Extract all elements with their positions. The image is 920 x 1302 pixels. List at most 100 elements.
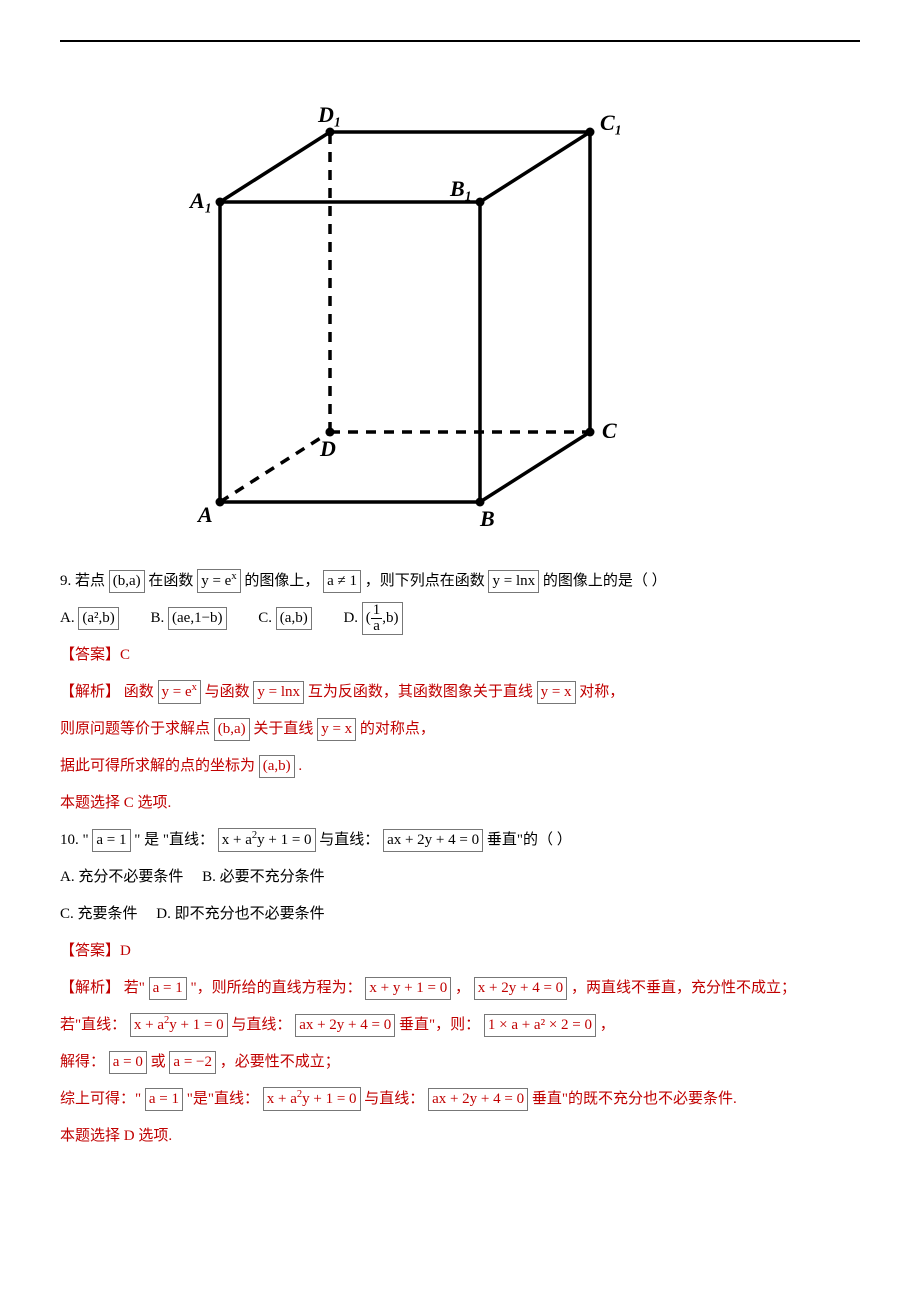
optB-box: (ae,1−b) <box>168 607 227 630</box>
sol-text: "是"直线： <box>187 1091 259 1107</box>
q10-options-1: A. 充分不必要条件 B. 必要不充分条件 <box>60 861 860 894</box>
svg-text:C: C <box>602 418 617 443</box>
sol-text: 对称， <box>579 684 624 700</box>
sol-text: ， <box>600 1017 615 1033</box>
sol-text: 关于直线 <box>253 721 313 737</box>
sol-text: 垂直"，则： <box>399 1017 480 1033</box>
svg-text:B₁: B₁ <box>449 176 472 201</box>
q10-sol-2: 若"直线： x + a2y + 1 = 0 与直线： ax + 2y + 4 =… <box>60 1009 860 1042</box>
sup-x: x <box>192 682 197 693</box>
q10-optA: A. 充分不必要条件 <box>60 869 183 885</box>
box-line1: x + a2y + 1 = 0 <box>263 1087 361 1111</box>
q9-optC: C. (a,b) <box>258 610 311 626</box>
q10-sol-3: 解得： a = 0 或 a = −2 ，必要性不成立； <box>60 1046 860 1079</box>
ans-value: C <box>120 647 130 663</box>
q9-optB: B. (ae,1−b) <box>151 610 227 626</box>
sol-text: ，两直线不垂直，充分性不成立； <box>571 980 796 996</box>
q9-cond: a ≠ 1 <box>323 570 361 593</box>
box-line2: ax + 2y + 4 = 0 <box>295 1014 395 1037</box>
q9-text: 的图像上的是（ ） <box>543 573 667 589</box>
sol-text: ， <box>455 980 470 996</box>
q10-options-2: C. 充要条件 D. 即不充分也不必要条件 <box>60 898 860 931</box>
q10-optB: B. 必要不充分条件 <box>202 869 325 885</box>
q10-sol-1: 【解析】 若" a = 1 "，则所给的直线方程为： x + y + 1 = 0… <box>60 972 860 1005</box>
box-a1: a = 1 <box>149 977 187 1000</box>
q10-text: 与直线： <box>319 832 379 848</box>
q9-text: 9. 若点 <box>60 573 105 589</box>
fn-text: y = e <box>201 573 231 589</box>
q9-sol-2: 则原问题等价于求解点 (b,a) 关于直线 y = x 的对称点， <box>60 713 860 746</box>
box-a1: a = 1 <box>92 829 130 852</box>
box-line1: x + a2y + 1 = 0 <box>130 1013 228 1037</box>
sol-text: 垂直"的既不充分也不必要条件. <box>532 1091 737 1107</box>
q9-answer: 【答案】C <box>60 639 860 672</box>
sup-x: x <box>231 571 236 582</box>
sol-text: 的对称点， <box>360 721 435 737</box>
sol-text: "，则所给的直线方程为： <box>191 980 362 996</box>
q9-point-ba: (b,a) <box>109 570 145 593</box>
q10-optC: C. 充要条件 <box>60 906 138 922</box>
q10-sol-end: 本题选择 D 选项. <box>60 1120 860 1153</box>
box-ba: (b,a) <box>214 718 250 741</box>
q10-optD: D. 即不充分也不必要条件 <box>156 906 324 922</box>
q10-text: 10. " <box>60 832 89 848</box>
sol-text: 据此可得所求解的点的坐标为 <box>60 758 255 774</box>
box-eq1: x + y + 1 = 0 <box>365 977 451 1000</box>
q9-text: 的图像上， <box>244 573 319 589</box>
svg-text:D: D <box>319 436 336 461</box>
sol-end-text: 本题选择 C 选项. <box>60 795 171 811</box>
box-yx: y = x <box>537 681 576 704</box>
svg-text:C₁: C₁ <box>600 110 620 135</box>
sol-text: 函数 <box>124 684 154 700</box>
cube-svg: ABCDA₁B₁C₁D₁ <box>140 72 620 532</box>
box-an2: a = −2 <box>169 1051 216 1074</box>
q9-optD: D. (1a,b) <box>343 610 402 626</box>
sup-2: 2 <box>252 830 257 841</box>
sol-label: 【解析】 <box>60 980 120 996</box>
sol-text: 互为反函数，其函数图象关于直线 <box>308 684 533 700</box>
q9-fn-lnx: y = lnx <box>488 570 539 593</box>
box-line2: ax + 2y + 4 = 0 <box>383 829 483 852</box>
sol-text: 综上可得：" <box>60 1091 141 1107</box>
sol-end-text: 本题选择 D 选项. <box>60 1128 172 1144</box>
q9-options: A. (a²,b) B. (ae,1−b) C. (a,b) D. (1a,b) <box>60 602 860 635</box>
cube-figure: ABCDA₁B₁C₁D₁ <box>140 72 860 545</box>
q9-sol-end: 本题选择 C 选项. <box>60 787 860 820</box>
box-a0: a = 0 <box>109 1051 147 1074</box>
q9-optA: A. (a²,b) <box>60 610 119 626</box>
optD-frac: 1a <box>371 603 383 634</box>
q10-text: 垂直"的（ ） <box>487 832 572 848</box>
q9-text: 在函数 <box>148 573 193 589</box>
q10-text: " 是 "直线： <box>134 832 214 848</box>
q9-text: ，则下列点在函数 <box>365 573 485 589</box>
sol-text: 或 <box>151 1054 166 1070</box>
box-line1: x + a2y + 1 = 0 <box>218 828 316 852</box>
sol-text: 则原问题等价于求解点 <box>60 721 210 737</box>
optA-box: (a²,b) <box>78 607 118 630</box>
box-a1: a = 1 <box>145 1088 183 1111</box>
box-perp-eq: 1 × a + a² × 2 = 0 <box>484 1014 596 1037</box>
ans-value: D <box>120 943 131 959</box>
box-yx: y = x <box>317 718 356 741</box>
q10-stem: 10. " a = 1 " 是 "直线： x + a2y + 1 = 0 与直线… <box>60 824 860 857</box>
sol-text: 若"直线： <box>60 1017 126 1033</box>
frac-den: a <box>371 619 383 634</box>
sup-2: 2 <box>297 1089 302 1100</box>
box-line2: ax + 2y + 4 = 0 <box>428 1088 528 1111</box>
fn-text: y = e <box>162 684 192 700</box>
svg-text:A: A <box>196 502 213 527</box>
optD-post: ,b) <box>382 610 398 626</box>
sup-2: 2 <box>164 1015 169 1026</box>
q9-stem: 9. 若点 (b,a) 在函数 y = ex 的图像上， a ≠ 1 ，则下列点… <box>60 565 860 598</box>
svg-text:A₁: A₁ <box>188 188 212 213</box>
sol-text: 与直线： <box>364 1091 424 1107</box>
sol-text: 与直线： <box>231 1017 291 1033</box>
top-rule <box>60 40 860 42</box>
q9-sol-1: 【解析】 函数 y = ex 与函数 y = lnx 互为反函数，其函数图象关于… <box>60 676 860 709</box>
frac-num: 1 <box>371 603 383 619</box>
sol-text: ，必要性不成立； <box>220 1054 340 1070</box>
ans-label: 【答案】 <box>60 647 120 663</box>
svg-text:D₁: D₁ <box>317 102 342 127</box>
sol-text: 解得： <box>60 1054 105 1070</box>
sol-text: 与函数 <box>205 684 250 700</box>
